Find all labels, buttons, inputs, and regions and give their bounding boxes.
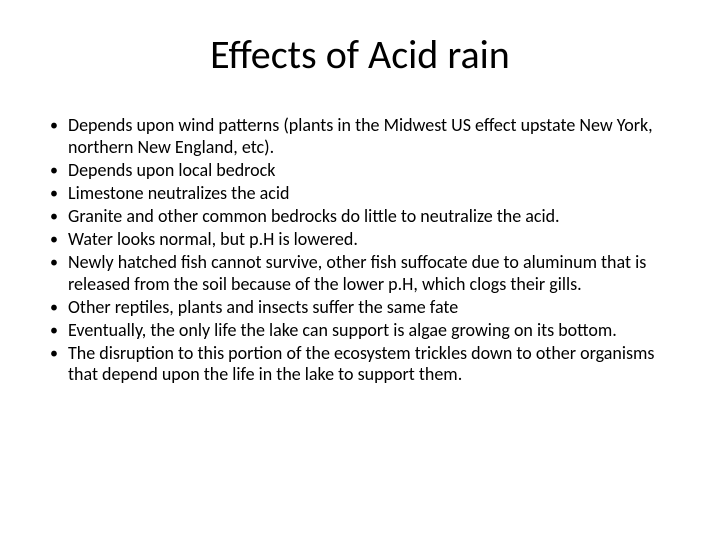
bullet-icon: • — [40, 252, 68, 274]
list-item: • Granite and other common bedrocks do l… — [40, 206, 680, 228]
bullet-icon: • — [40, 160, 68, 182]
bullet-text: Depends upon local bedrock — [68, 160, 680, 182]
bullet-icon: • — [40, 115, 68, 137]
bullet-text: Eventually, the only life the lake can s… — [68, 320, 680, 342]
bullet-text: Newly hatched fish cannot survive, other… — [68, 252, 680, 296]
list-item: • Other reptiles, plants and insects suf… — [40, 297, 680, 319]
bullet-icon: • — [40, 343, 68, 365]
list-item: • Newly hatched fish cannot survive, oth… — [40, 252, 680, 296]
list-item: • Eventually, the only life the lake can… — [40, 320, 680, 342]
bullet-text: Granite and other common bedrocks do lit… — [68, 206, 680, 228]
bullet-icon: • — [40, 320, 68, 342]
bullet-text: Water looks normal, but p.H is lowered. — [68, 229, 680, 251]
bullet-text: Limestone neutralizes the acid — [68, 183, 680, 205]
slide: Effects of Acid rain • Depends upon wind… — [0, 0, 720, 540]
list-item: • Depends upon local bedrock — [40, 160, 680, 182]
bullet-text: Depends upon wind patterns (plants in th… — [68, 115, 680, 159]
list-item: • Depends upon wind patterns (plants in … — [40, 115, 680, 159]
bullet-icon: • — [40, 206, 68, 228]
bullet-icon: • — [40, 183, 68, 205]
bullet-text: Other reptiles, plants and insects suffe… — [68, 297, 680, 319]
slide-title: Effects of Acid rain — [40, 30, 680, 79]
list-item: • Limestone neutralizes the acid — [40, 183, 680, 205]
bullet-icon: • — [40, 297, 68, 319]
bullet-list: • Depends upon wind patterns (plants in … — [40, 115, 680, 386]
bullet-text: The disruption to this portion of the ec… — [68, 343, 680, 387]
bullet-icon: • — [40, 229, 68, 251]
list-item: • Water looks normal, but p.H is lowered… — [40, 229, 680, 251]
list-item: • The disruption to this portion of the … — [40, 343, 680, 387]
